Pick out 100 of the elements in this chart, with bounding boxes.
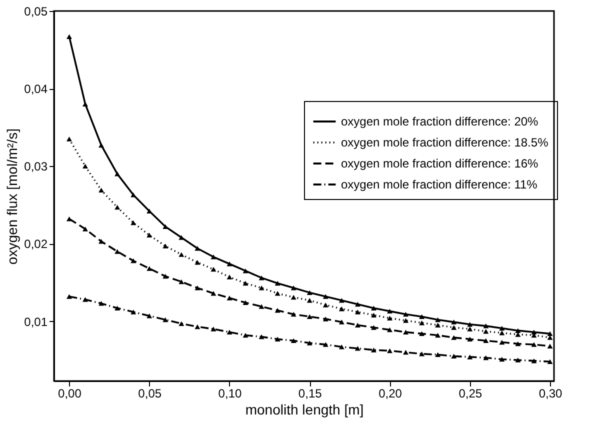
point bbox=[146, 266, 152, 271]
point bbox=[515, 358, 521, 362]
point bbox=[435, 322, 441, 328]
y-axis-title: oxygen flux [mol/m²/s] bbox=[4, 128, 20, 265]
point bbox=[419, 331, 425, 336]
point bbox=[354, 302, 360, 307]
point bbox=[435, 317, 441, 322]
point bbox=[66, 34, 72, 39]
point bbox=[146, 313, 152, 318]
point bbox=[499, 340, 505, 345]
point bbox=[483, 328, 489, 334]
point bbox=[274, 308, 280, 313]
point bbox=[483, 324, 489, 328]
point bbox=[483, 338, 489, 344]
y-tick-label: 0,05 bbox=[24, 4, 48, 18]
point bbox=[451, 325, 457, 330]
point bbox=[338, 320, 344, 324]
point bbox=[387, 316, 392, 321]
point bbox=[547, 359, 553, 364]
point bbox=[194, 260, 200, 265]
point bbox=[226, 262, 232, 266]
point bbox=[178, 279, 184, 284]
point bbox=[322, 294, 328, 299]
y-tick-label: 0,02 bbox=[24, 237, 48, 252]
x-tick-label: 0,00 bbox=[58, 386, 82, 400]
point bbox=[194, 246, 200, 251]
point bbox=[194, 286, 200, 290]
point bbox=[403, 318, 408, 323]
point bbox=[210, 326, 216, 332]
point bbox=[403, 312, 408, 317]
point bbox=[515, 341, 521, 346]
point bbox=[467, 336, 473, 342]
point bbox=[306, 314, 312, 319]
point bbox=[274, 280, 280, 286]
point bbox=[322, 316, 328, 322]
point bbox=[258, 304, 264, 309]
x-axis-title: monolith length [m] bbox=[245, 402, 364, 418]
point bbox=[547, 331, 553, 336]
point bbox=[306, 298, 312, 303]
point bbox=[258, 334, 264, 340]
point bbox=[114, 249, 120, 254]
point bbox=[162, 317, 168, 322]
point bbox=[435, 352, 441, 357]
legend-label: oxygen mole fraction difference: 16% bbox=[341, 156, 539, 170]
point bbox=[338, 298, 344, 303]
point bbox=[435, 332, 441, 338]
point bbox=[451, 320, 457, 324]
point bbox=[419, 314, 425, 319]
point bbox=[66, 136, 72, 142]
point bbox=[499, 330, 505, 336]
x-tick-label: 0,05 bbox=[138, 386, 162, 400]
point bbox=[467, 326, 473, 332]
point bbox=[66, 294, 72, 299]
point bbox=[403, 330, 408, 335]
y-tick-label: 0,03 bbox=[24, 160, 48, 174]
point bbox=[370, 306, 376, 310]
point bbox=[370, 348, 376, 352]
point bbox=[338, 344, 344, 350]
point bbox=[82, 226, 88, 232]
point bbox=[82, 164, 88, 169]
point bbox=[82, 102, 88, 106]
point bbox=[451, 354, 457, 359]
point bbox=[66, 216, 72, 222]
point bbox=[114, 306, 120, 310]
point bbox=[354, 322, 360, 328]
point bbox=[162, 274, 168, 279]
point bbox=[547, 344, 553, 348]
point bbox=[210, 290, 216, 296]
legend-label: oxygen mole fraction difference: 18.5% bbox=[341, 136, 549, 150]
point bbox=[162, 244, 168, 248]
point bbox=[387, 327, 392, 332]
point bbox=[403, 350, 408, 355]
point bbox=[306, 290, 312, 295]
point bbox=[499, 356, 505, 362]
point bbox=[178, 252, 184, 257]
point bbox=[98, 301, 104, 306]
x-tick-label: 0,30 bbox=[538, 386, 562, 400]
point bbox=[531, 342, 537, 347]
point bbox=[515, 328, 521, 333]
point bbox=[467, 354, 473, 360]
point bbox=[290, 294, 296, 300]
point bbox=[242, 280, 248, 286]
legend-label: oxygen mole fraction difference: 20% bbox=[341, 114, 539, 128]
point bbox=[306, 340, 312, 346]
point bbox=[354, 346, 360, 351]
point bbox=[338, 306, 344, 312]
point bbox=[370, 312, 376, 318]
point bbox=[290, 338, 296, 344]
y-tick-label: 0,01 bbox=[24, 314, 48, 329]
point bbox=[467, 322, 473, 327]
point bbox=[242, 300, 248, 306]
point bbox=[194, 324, 200, 330]
point bbox=[274, 290, 280, 296]
point bbox=[322, 342, 328, 347]
point bbox=[290, 286, 296, 290]
point bbox=[483, 355, 489, 360]
x-tick-label: 0,20 bbox=[378, 386, 402, 400]
point bbox=[98, 142, 104, 148]
point bbox=[419, 320, 425, 326]
point bbox=[274, 336, 280, 342]
